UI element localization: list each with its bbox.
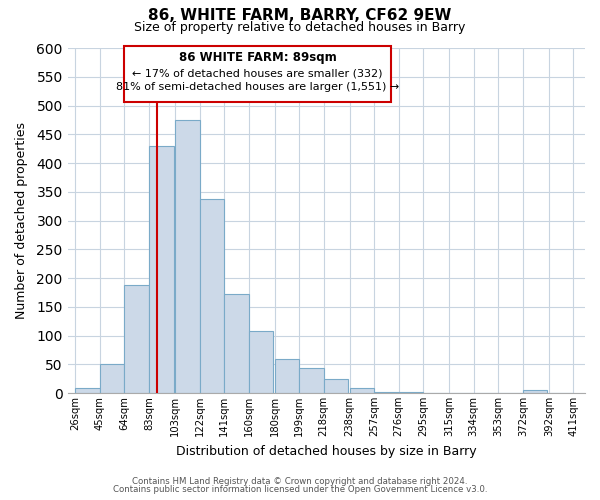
Bar xyxy=(248,332,273,393)
Bar xyxy=(275,358,299,393)
Y-axis label: Number of detached properties: Number of detached properties xyxy=(15,122,28,319)
Text: 86 WHITE FARM: 89sqm: 86 WHITE FARM: 89sqm xyxy=(179,51,337,64)
Text: 81% of semi-detached houses are larger (1,551) →: 81% of semi-detached houses are larger (… xyxy=(116,82,400,92)
Bar xyxy=(76,388,100,393)
X-axis label: Distribution of detached houses by size in Barry: Distribution of detached houses by size … xyxy=(176,444,476,458)
Bar xyxy=(175,120,200,393)
Bar xyxy=(100,364,124,393)
Bar xyxy=(149,146,173,393)
Bar xyxy=(399,392,424,393)
Bar xyxy=(224,294,248,393)
Text: 86, WHITE FARM, BARRY, CF62 9EW: 86, WHITE FARM, BARRY, CF62 9EW xyxy=(148,8,452,22)
Bar xyxy=(374,392,399,393)
Text: ← 17% of detached houses are smaller (332): ← 17% of detached houses are smaller (33… xyxy=(133,68,383,78)
Bar xyxy=(200,198,224,393)
Text: Contains public sector information licensed under the Open Government Licence v3: Contains public sector information licen… xyxy=(113,485,487,494)
Bar xyxy=(323,378,348,393)
Text: Contains HM Land Registry data © Crown copyright and database right 2024.: Contains HM Land Registry data © Crown c… xyxy=(132,477,468,486)
FancyBboxPatch shape xyxy=(124,46,391,102)
Bar xyxy=(523,390,547,393)
Text: Size of property relative to detached houses in Barry: Size of property relative to detached ho… xyxy=(134,21,466,34)
Bar xyxy=(350,388,374,393)
Bar xyxy=(299,368,323,393)
Bar xyxy=(124,285,149,393)
